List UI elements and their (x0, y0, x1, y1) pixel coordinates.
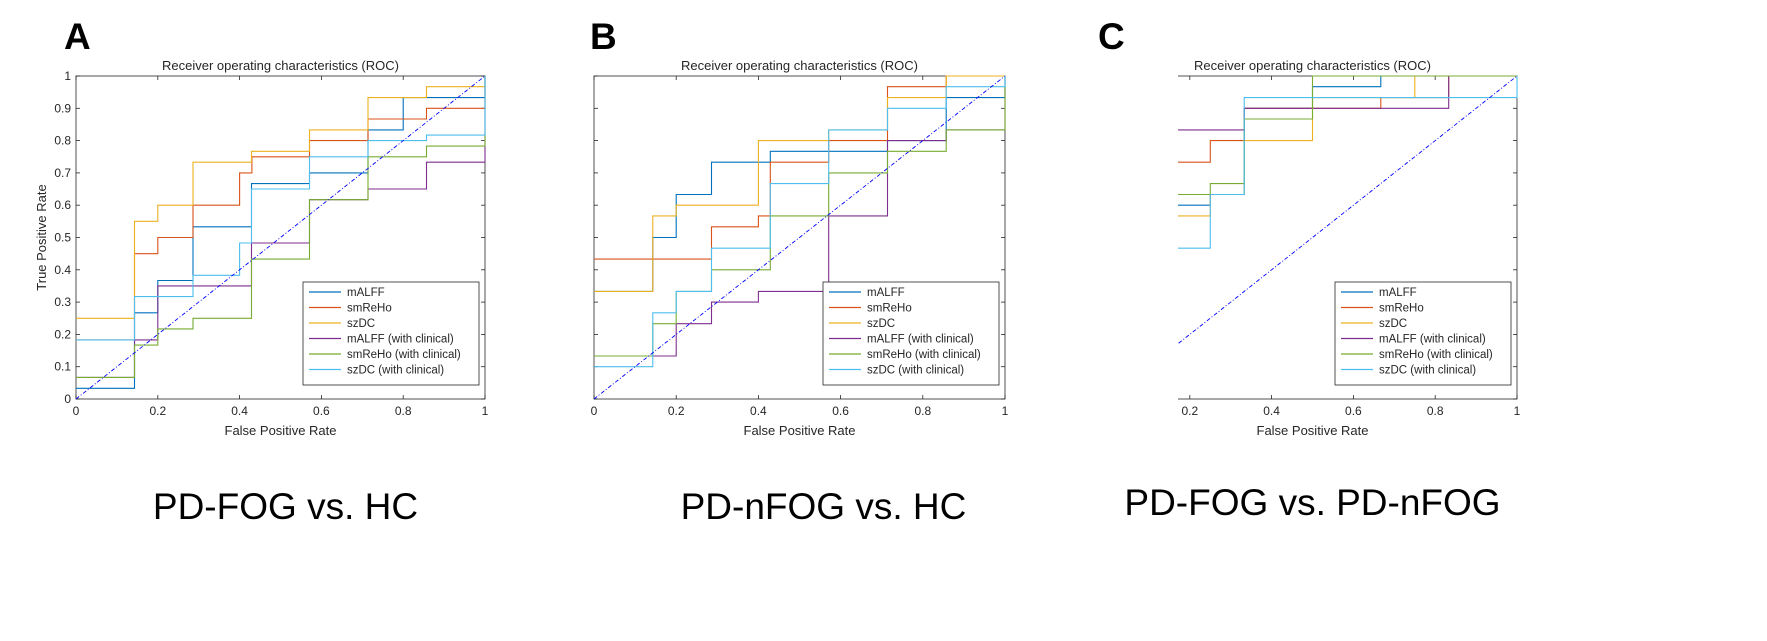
roc-series-szdc-with-clinical (1178, 76, 1518, 249)
chart-title: Receiver operating characteristics (ROC) (162, 58, 399, 73)
panel-caption-c: PD-FOG vs. PD-nFOG (1124, 482, 1501, 523)
roc-panel-b: B Receiver operating characteristics (RO… (589, 0, 1178, 641)
legend-label: mALFF (867, 287, 905, 299)
y-tick-label: 0.1 (54, 360, 71, 374)
legend-label: mALFF (347, 287, 385, 299)
x-axis-label: False Positive Rate (1257, 423, 1369, 438)
x-tick-label: 0.6 (313, 404, 330, 418)
x-tick-label: 0.4 (750, 404, 767, 418)
legend-label: szDC (with clinical) (867, 365, 964, 377)
x-tick-label: 0.6 (1345, 404, 1362, 418)
legend-label: smReHo (867, 303, 912, 315)
roc-series-szdc-with-clinical (594, 76, 1006, 368)
legend-label: smReHo (with clinical) (1379, 349, 1493, 361)
x-tick-label: 1 (1002, 404, 1009, 418)
legend-label: smReHo (with clinical) (867, 349, 981, 361)
legend-label: smReHo (with clinical) (347, 349, 461, 361)
plot-group: Receiver operating characteristics (ROC)… (1178, 58, 1521, 438)
x-tick-label: 0 (73, 404, 80, 418)
legend-label: szDC (1379, 318, 1407, 330)
legend-box (302, 281, 480, 386)
panel-label-c: C (1098, 16, 1125, 57)
roc-series-szdc-with-clinical (76, 76, 486, 341)
chart-title: Receiver operating characteristics (ROC) (1194, 58, 1431, 73)
x-tick-label: 0.2 (668, 404, 685, 418)
x-tick-label: 0.8 (395, 404, 412, 418)
x-tick-label: 0.8 (914, 404, 931, 418)
panel-label-b: B (590, 16, 617, 57)
panel-label-a: A (64, 16, 91, 57)
roc-series-szdc (76, 86, 485, 319)
roc-chart-b: Receiver operating characteristics (ROC)… (589, 58, 1009, 438)
roc-series-smreho (76, 76, 486, 341)
x-tick-label: 0.4 (1263, 404, 1280, 418)
y-tick-label: 0 (64, 392, 71, 406)
x-tick-label: 1 (482, 404, 489, 418)
y-tick-label: 0.7 (54, 166, 71, 180)
legend-label: mALFF (1379, 287, 1417, 299)
y-tick-label: 0.9 (54, 101, 71, 115)
legend-label: szDC (347, 318, 375, 330)
legend: mALFF smReHo szDC mALFF (with clinical) smRe… (302, 281, 480, 386)
x-tick-label: 0.8 (1427, 404, 1444, 418)
y-tick-label: 0.3 (54, 295, 71, 309)
legend-label: szDC (867, 318, 895, 330)
roc-series-smreho (594, 75, 1005, 260)
legend-box (822, 281, 1000, 386)
legend-label: mALFF (with clinical) (867, 334, 974, 346)
plot-group: Receiver operating characteristics (ROC)… (589, 58, 1009, 438)
legend-label: mALFF (with clinical) (1379, 334, 1486, 346)
y-axis-label: True Positive Rate (34, 184, 49, 290)
x-tick-label: 0 (591, 404, 598, 418)
x-tick-label: 0.2 (149, 404, 166, 418)
y-tick-label: 0.5 (54, 231, 71, 245)
panel-caption-a: PD-FOG vs. HC (152, 486, 419, 527)
x-tick-label: 0.4 (231, 404, 248, 418)
roc-panel-c: C Receiver operating characteristics (RO… (1098, 0, 1767, 641)
y-tick-label: 0.8 (54, 134, 71, 148)
roc-series-smreho-with-clinical (76, 76, 486, 378)
x-axis-label: False Positive Rate (744, 423, 856, 438)
roc-chart-a: Receiver operating characteristics (ROC)… (34, 58, 489, 438)
legend-label: smReHo (1379, 303, 1424, 315)
x-tick-label: 0.6 (832, 404, 849, 418)
y-tick-label: 1 (64, 69, 71, 83)
roc-panel-a: A Receiver operating characteristics (RO… (0, 0, 589, 641)
legend-label: mALFF (with clinical) (347, 334, 454, 346)
chance-line (593, 75, 1006, 400)
legend-label: smReHo (347, 303, 392, 315)
x-tick-label: 1 (1514, 404, 1521, 418)
legend-label: szDC (with clinical) (1379, 365, 1476, 377)
roc-series-szdc (594, 75, 1005, 292)
chart-title: Receiver operating characteristics (ROC) (681, 58, 918, 73)
x-axis-label: False Positive Rate (225, 423, 337, 438)
x-tick-label: 0.2 (1181, 404, 1198, 418)
legend-box (1334, 281, 1512, 386)
y-tick-label: 0.4 (54, 263, 71, 277)
roc-chart-c: Receiver operating characteristics (ROC)… (1178, 58, 1521, 438)
y-tick-label: 0.6 (54, 198, 71, 212)
plot-group: Receiver operating characteristics (ROC)… (34, 58, 489, 438)
chance-line (1178, 75, 1518, 345)
panel-caption-b: PD-nFOG vs. HC (680, 486, 967, 527)
y-tick-label: 0.2 (54, 327, 71, 341)
chance-line (75, 75, 486, 400)
legend: mALFF smReHo szDC mALFF (with clinical) smRe… (822, 281, 1000, 386)
legend: mALFF smReHo szDC mALFF (with clinical) smRe… (1334, 281, 1512, 386)
legend-label: szDC (with clinical) (347, 365, 444, 377)
